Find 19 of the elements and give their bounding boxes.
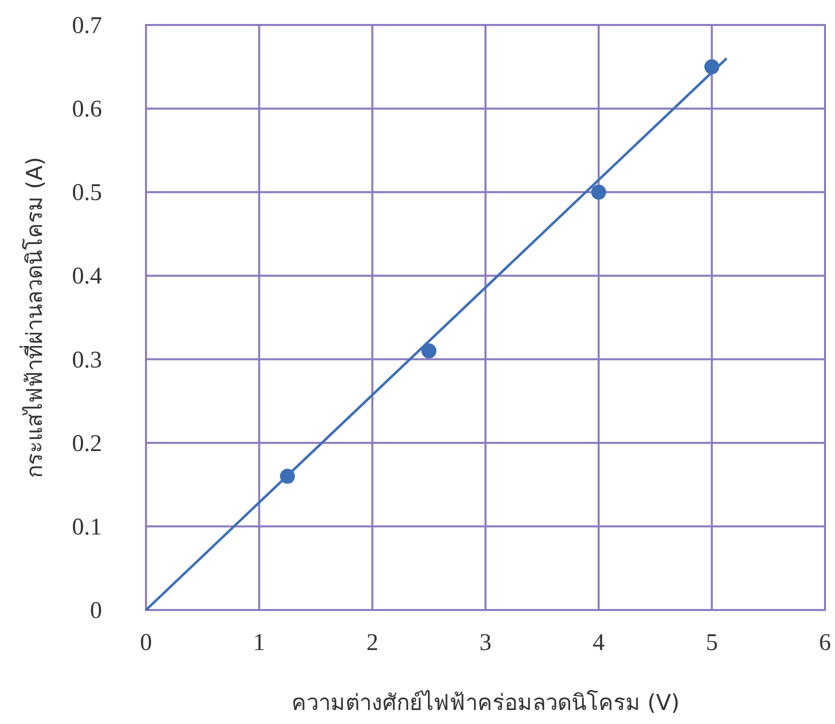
x-tick-label: 0 [140, 630, 152, 656]
x-tick-label: 6 [819, 630, 831, 656]
x-tick-label: 2 [366, 630, 378, 656]
x-axis-title: ความต่างศักย์ไฟฟ้าคร่อมลวดนิโครม (V) [291, 690, 680, 716]
y-axis-title: กระแสไฟฟ้าที่ผ่านลวดนิโครม (A) [19, 156, 48, 478]
y-tick-label: 0.2 [72, 430, 102, 457]
y-tick-label: 0.3 [72, 347, 102, 374]
y-tick-label: 0.4 [72, 264, 102, 290]
x-tick-label: 5 [706, 630, 718, 656]
point [591, 184, 606, 200]
y-tick-label: 0.6 [72, 96, 102, 123]
x-tick-label: 4 [592, 630, 605, 656]
y-tick-label: 0.5 [72, 180, 102, 206]
x-tick-label: 3 [480, 630, 492, 656]
x-tick-label: 1 [253, 630, 266, 656]
y-tick-label: 0.7 [72, 13, 102, 39]
y-tick-label: 0.1 [72, 514, 102, 540]
y-tick-label: 0 [90, 598, 102, 624]
point [421, 343, 436, 358]
